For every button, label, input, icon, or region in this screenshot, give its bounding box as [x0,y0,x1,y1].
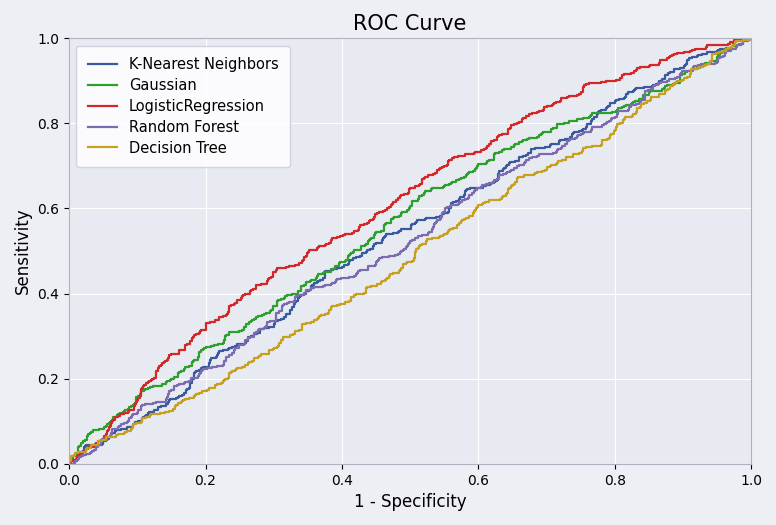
Random Forest [162,395,171,401]
LogisticRegression [189,335,198,341]
Line: Decision Tree: Decision Tree [69,38,751,464]
Decision Tree [747,35,756,41]
K-Nearest Neighbors [210,355,220,362]
Gaussian [455,176,464,183]
Gaussian [199,346,209,352]
Gaussian [340,258,349,265]
X-axis label: 1 - Specificity: 1 - Specificity [354,493,466,511]
LogisticRegression [64,460,74,467]
Random Forest [745,35,754,41]
Line: K-Nearest Neighbors: K-Nearest Neighbors [69,38,751,464]
Decision Tree [480,200,489,206]
LogisticRegression [673,50,682,56]
Random Forest [64,460,74,467]
Title: ROC Curve: ROC Curve [353,14,467,34]
K-Nearest Neighbors [747,35,756,41]
Decision Tree [747,35,756,41]
Decision Tree [690,66,699,72]
LogisticRegression [747,35,756,41]
Decision Tree [64,460,74,467]
K-Nearest Neighbors [747,35,756,41]
Gaussian [64,460,74,467]
Gaussian [747,35,756,41]
Line: Random Forest: Random Forest [69,38,751,464]
Line: LogisticRegression: LogisticRegression [69,38,751,464]
Gaussian [745,35,754,41]
Random Forest [352,270,362,277]
LogisticRegression [747,35,756,41]
LogisticRegression [392,199,401,205]
Random Forest [218,363,227,369]
Y-axis label: Sensitivity: Sensitivity [14,208,32,295]
LogisticRegression [321,242,331,248]
Gaussian [150,383,159,390]
K-Nearest Neighbors [412,218,421,224]
Gaussian [690,66,699,72]
Decision Tree [171,403,181,410]
K-Nearest Neighbors [343,261,352,268]
Random Forest [468,190,477,196]
Random Forest [424,230,434,236]
LogisticRegression [439,163,449,169]
K-Nearest Neighbors [683,59,692,66]
LogisticRegression [144,377,154,384]
Gaussian [402,208,411,215]
Random Forest [747,35,756,41]
Legend: K-Nearest Neighbors, Gaussian, LogisticRegression, Random Forest, Decision Tree: K-Nearest Neighbors, Gaussian, LogisticR… [77,46,290,167]
Line: Gaussian: Gaussian [69,38,751,464]
Random Forest [688,65,698,71]
K-Nearest Neighbors [165,397,174,403]
Decision Tree [367,284,376,290]
K-Nearest Neighbors [64,460,74,467]
Decision Tree [431,235,440,242]
K-Nearest Neighbors [465,186,474,193]
Decision Tree [226,370,235,376]
